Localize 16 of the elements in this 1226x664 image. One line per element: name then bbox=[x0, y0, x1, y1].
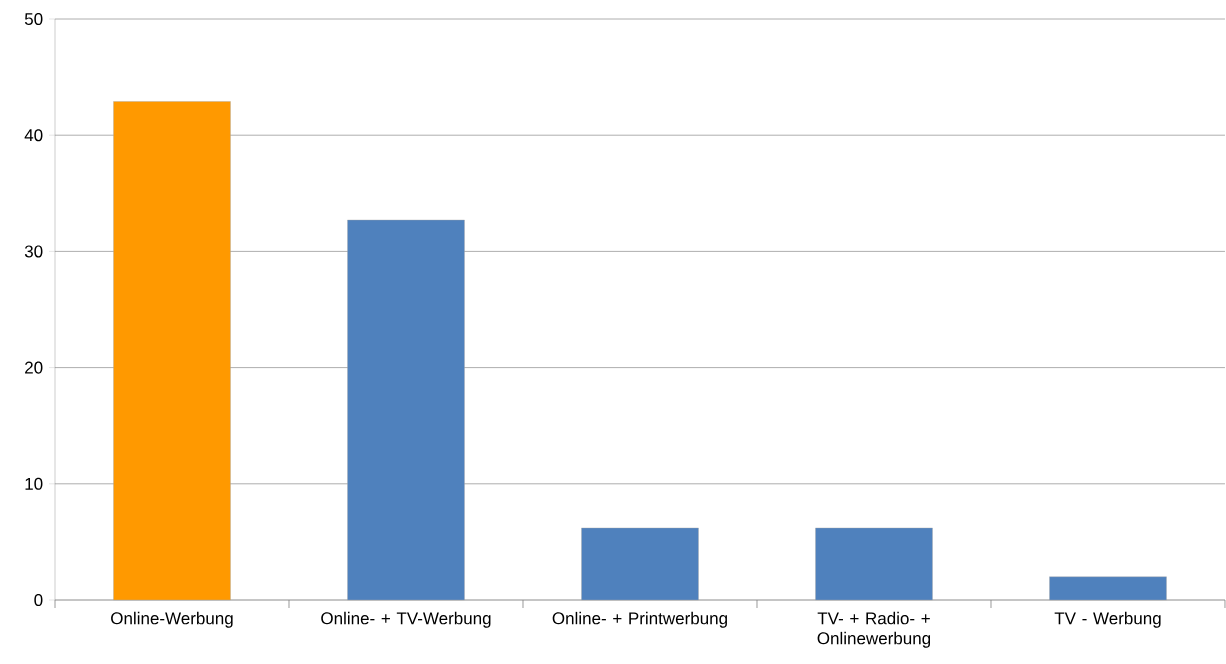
bar bbox=[581, 527, 699, 601]
x-tick-label: Online- + TV-Werbung bbox=[321, 611, 491, 628]
x-tick-label: TV- + Radio- + Onlinewerbung bbox=[817, 611, 931, 648]
bar bbox=[815, 527, 933, 601]
bar bbox=[113, 101, 231, 601]
y-tick-label: 40 bbox=[24, 129, 43, 142]
y-tick-label: 0 bbox=[34, 593, 43, 607]
x-tick-label: TV - Werbung bbox=[1054, 611, 1161, 628]
x-tick-label: Online-Werbung bbox=[111, 611, 233, 628]
y-tick-label: 10 bbox=[25, 477, 43, 490]
bar bbox=[1049, 576, 1167, 601]
y-tick-label: 30 bbox=[24, 245, 43, 258]
y-tick-label: 50 bbox=[24, 12, 43, 26]
x-tick-label: Online- + Printwerbung bbox=[552, 611, 727, 628]
y-tick-label: 20 bbox=[25, 361, 43, 374]
bar bbox=[347, 219, 465, 601]
